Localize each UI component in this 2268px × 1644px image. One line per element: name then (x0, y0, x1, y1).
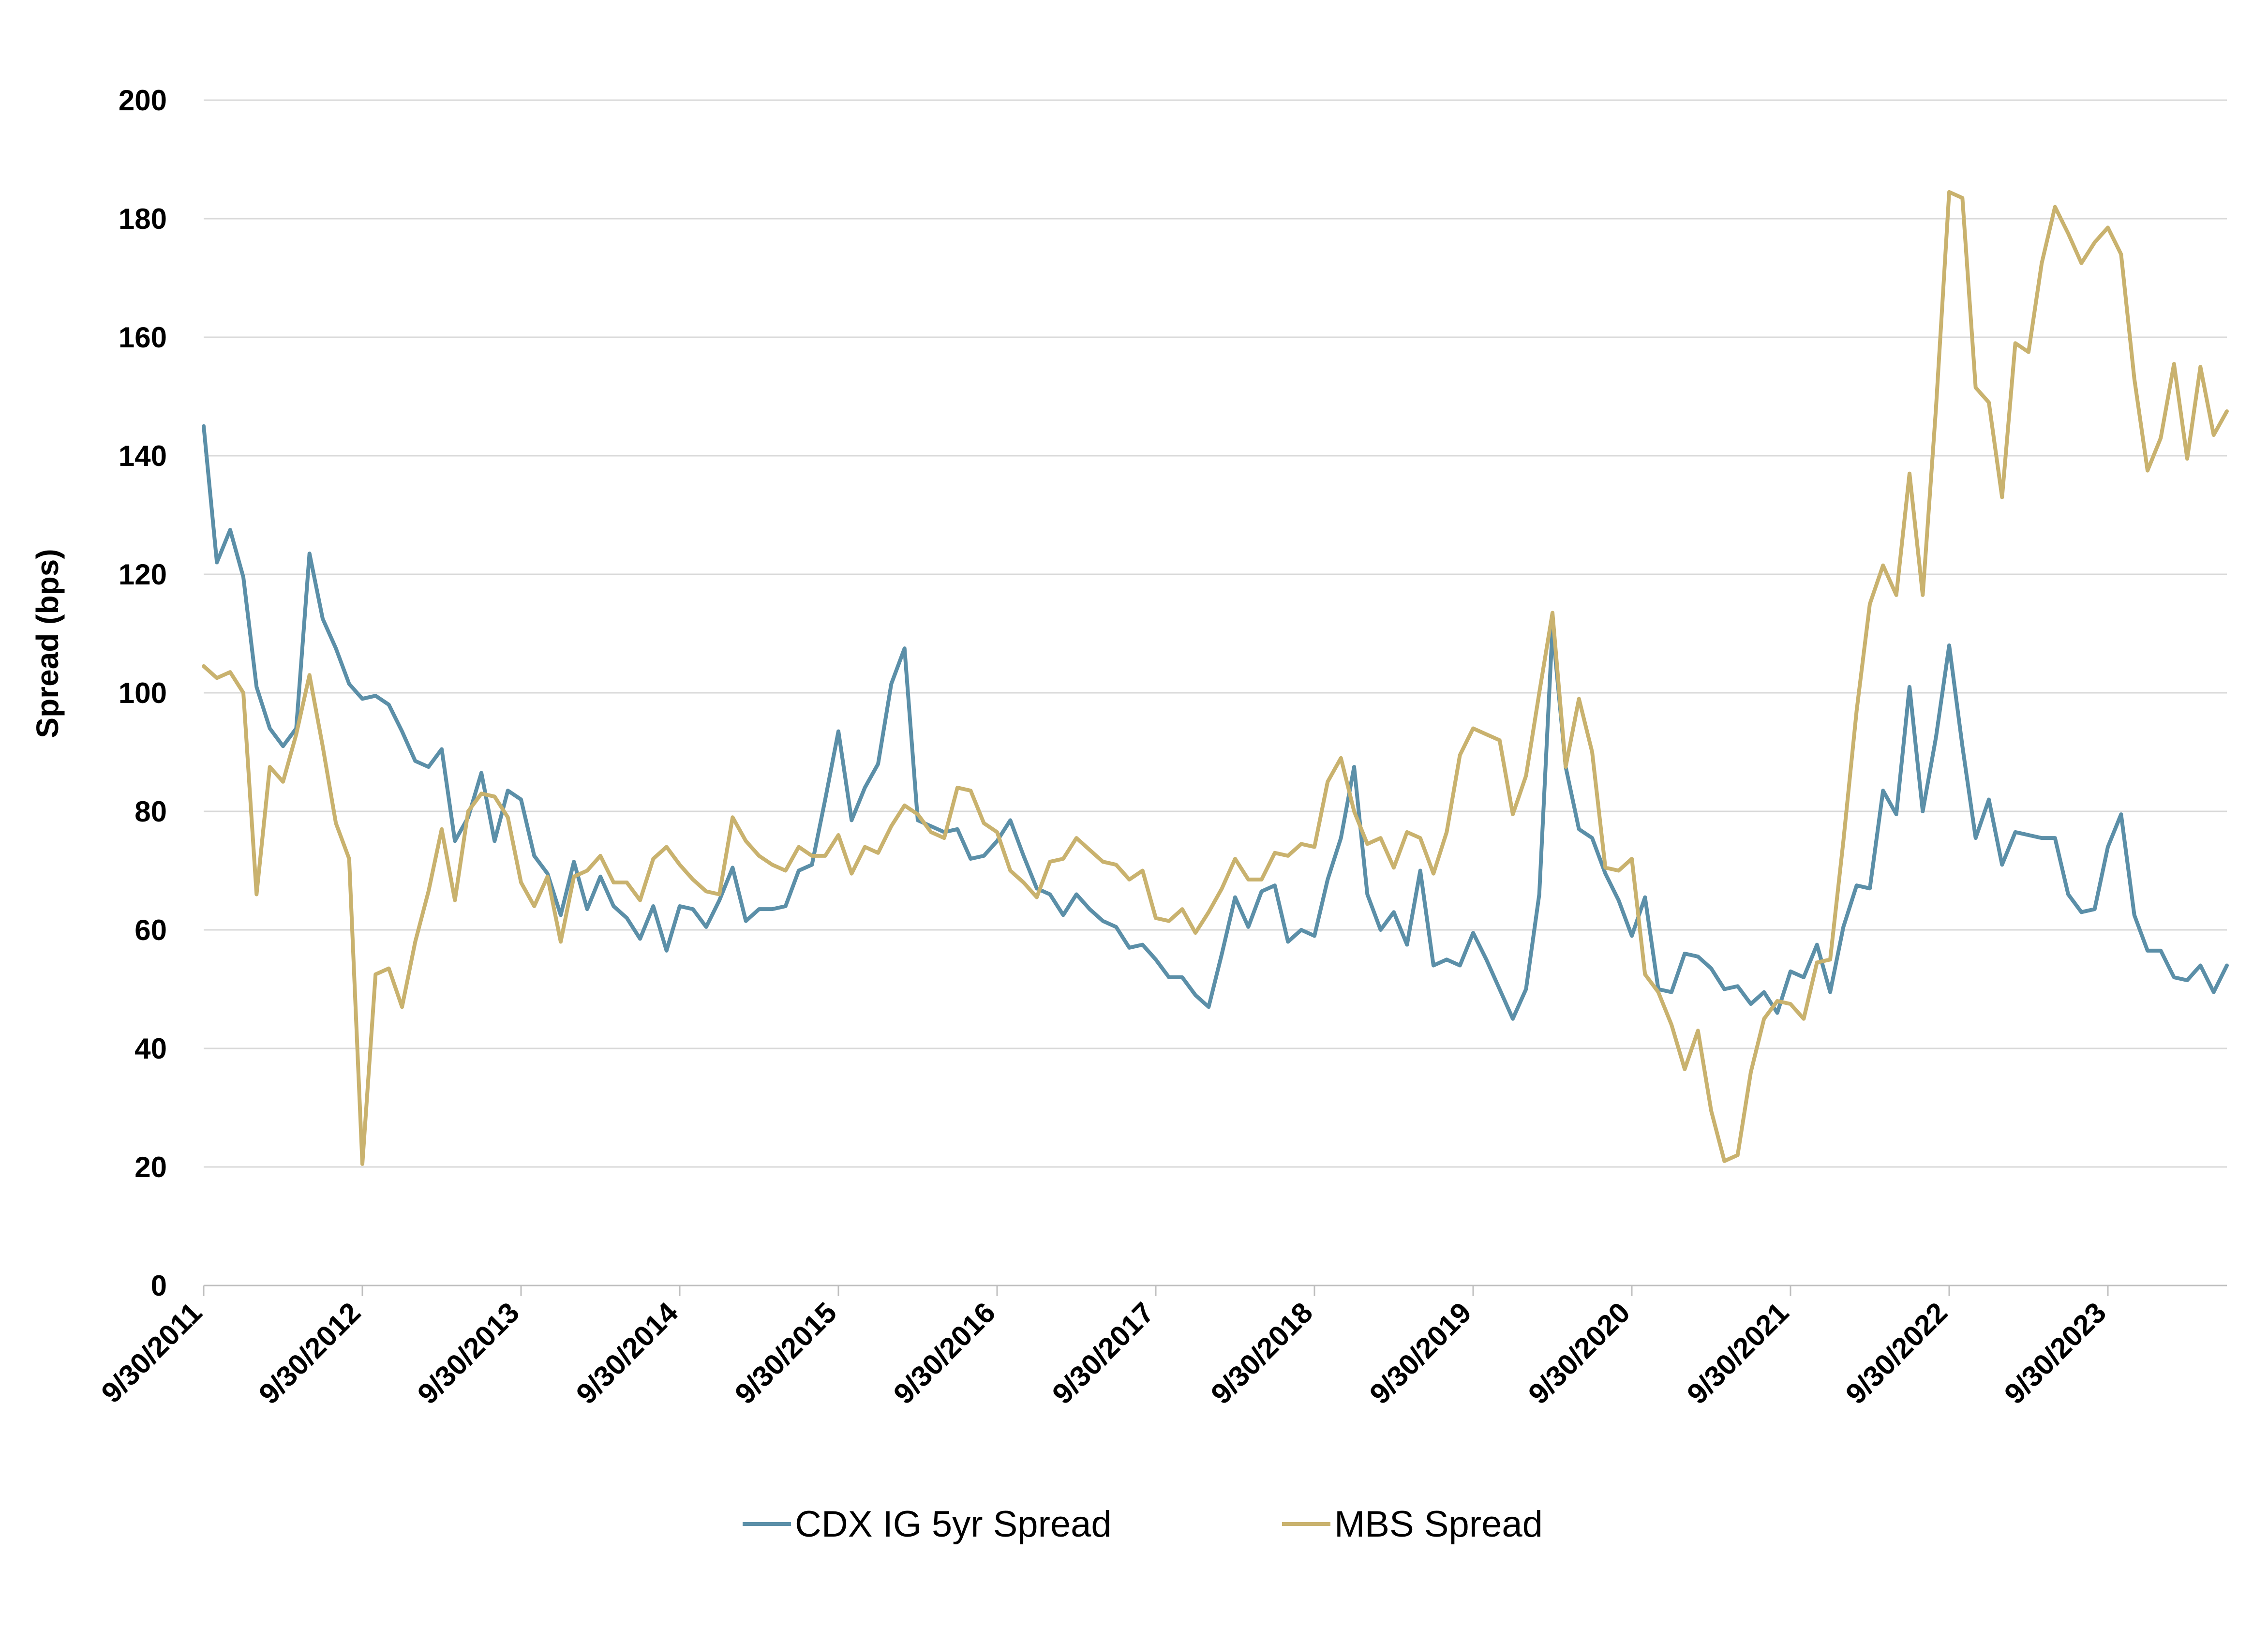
legend-label: MBS Spread (1334, 1504, 1543, 1545)
y-tick-label: 120 (119, 558, 167, 591)
gridlines (204, 99, 2227, 1168)
y-axis-title: Spread (bps) (30, 549, 65, 738)
legend: CDX IG 5yr Spread MBS Spread (743, 1504, 1543, 1545)
series-line-mbs-spread (202, 190, 2229, 1166)
x-tick-label: 9/30/2013 (411, 1296, 525, 1410)
x-tick-label: 9/30/2021 (1681, 1296, 1795, 1410)
y-tick-label: 160 (119, 321, 167, 354)
y-tick-label: 20 (134, 1151, 167, 1183)
axes (203, 1285, 2227, 1296)
x-tick-label: 9/30/2011 (95, 1296, 208, 1409)
y-tick-label: 180 (119, 203, 167, 235)
x-tick-label: 9/30/2015 (729, 1296, 843, 1410)
y-tick-label: 100 (119, 677, 167, 709)
x-tick-label: 9/30/2020 (1522, 1296, 1636, 1410)
plot-area (202, 190, 2229, 1166)
x-tick-label: 9/30/2012 (253, 1296, 367, 1410)
y-tick-label: 140 (119, 440, 167, 472)
x-tick-label: 9/30/2014 (570, 1296, 685, 1410)
y-tick-label: 80 (134, 795, 167, 828)
legend-label: CDX IG 5yr Spread (795, 1504, 1112, 1545)
y-tick-label: 60 (134, 914, 167, 946)
y-tick-label: 200 (119, 84, 167, 117)
x-tick-label: 9/30/2023 (1998, 1296, 2112, 1410)
legend-item-cdx-ig-5yr-spread: CDX IG 5yr Spread (743, 1504, 1112, 1545)
y-tick-label: 0 (151, 1270, 167, 1302)
y-tick-label: 40 (134, 1032, 167, 1065)
tick-labels: 0 20 40 60 80 100 120 140 160 180 200 9/30/2011 9/30… (95, 84, 2112, 1410)
x-tick-label: 9/30/2022 (1839, 1296, 1954, 1410)
x-tick-label: 9/30/2019 (1363, 1296, 1477, 1410)
x-tick-label: 9/30/2017 (1046, 1296, 1160, 1410)
legend-item-mbs-spread: MBS Spread (1282, 1504, 1543, 1545)
series-line-cdx-ig-5yr-spread (202, 424, 2229, 1021)
x-tick-label: 9/30/2016 (887, 1296, 1001, 1410)
x-tick-label: 9/30/2018 (1205, 1296, 1319, 1410)
